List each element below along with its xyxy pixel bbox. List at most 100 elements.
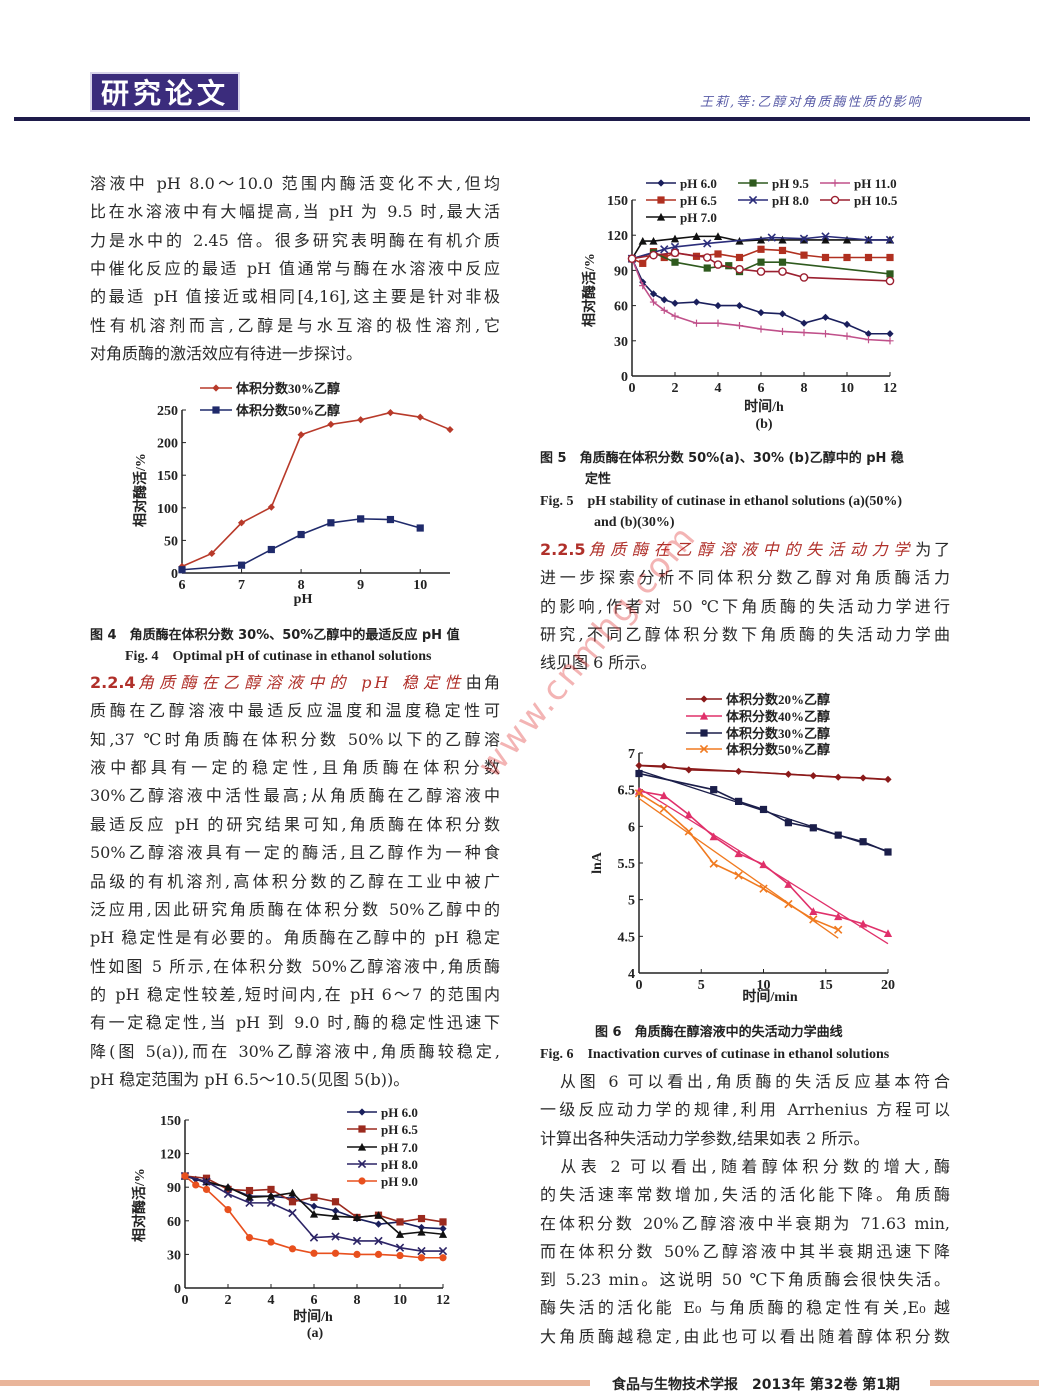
x-tick-label: 8 [801, 381, 808, 396]
data-point [660, 245, 669, 254]
data-point [266, 1198, 276, 1208]
data-point [885, 235, 895, 245]
data-point [659, 791, 668, 800]
data-point [864, 336, 873, 344]
data-point [212, 384, 220, 392]
text-line: 的最适 pH 值接近或相同[4,16],这主要是针对非极 [90, 287, 500, 307]
data-point [699, 711, 709, 720]
y-tick-label: 0 [621, 370, 628, 385]
data-point [684, 810, 693, 819]
text-line: 液中都具有一定的稳定性,且角质酶在体积分数 [90, 758, 500, 778]
legend-label: 体积分数50%乙醇 [236, 403, 340, 418]
data-point [331, 1249, 340, 1257]
text-line: 溶液中 pH 8.0～10.0 范围内酶活变化不大,但均 [90, 174, 500, 193]
series--50-: 体积分数50%乙醇 [634, 742, 843, 939]
data-point [649, 250, 658, 260]
chart-fig4: 6 7 8 9 10050100150200250相对酶活/%pH体积分数30%乙醇体积… [132, 381, 454, 607]
data-point [331, 1212, 340, 1220]
data-point [416, 524, 424, 532]
data-point [627, 254, 637, 263]
x-tick-label: 20 [881, 978, 895, 993]
fig5-caption-en: Fig. 5 pH stability of cutinase in ethan… [540, 494, 903, 509]
fig5-caption-cn-2: 定性 [585, 472, 612, 487]
y-tick-label: 4.5 [618, 930, 636, 945]
text-line: 30%乙醇溶液中活性最高;从角质酶在乙醇溶液中 [90, 786, 500, 806]
y-axis-label: lnA [590, 851, 605, 874]
data-point [800, 319, 808, 327]
data-point [386, 409, 395, 417]
data-point [713, 232, 723, 240]
data-point [288, 1245, 297, 1253]
data-point [416, 413, 424, 421]
fig4-caption-en: Fig. 4 Optimal pH of cutinase in ethanol… [125, 649, 432, 664]
text-line: 在体积分数 20%乙醇溶液中半衰期为 71.63 min, [540, 1213, 950, 1233]
data-point [713, 260, 723, 269]
data-point [656, 212, 666, 221]
data-point [659, 804, 669, 813]
x-tick-label: 4 [268, 1293, 275, 1308]
series-line [631, 235, 890, 260]
legend-label: 体积分数50%乙醇 [726, 742, 830, 757]
text-line: 2.2.5角质酶在乙醇溶液中的失活动力学为了 [540, 536, 950, 564]
trend-line [638, 765, 889, 781]
data-point [734, 871, 743, 880]
data-point [756, 235, 766, 244]
data-point [700, 729, 708, 737]
data-point [297, 431, 305, 439]
data-point [809, 824, 817, 832]
text-line: 的失活速率常数增加,失活的活化能下降。角质酶 [540, 1185, 950, 1205]
legend-label: pH 10.5 [854, 193, 898, 208]
data-point [245, 1186, 254, 1195]
text-line: 线见图 6 所示。 [540, 653, 657, 673]
data-point [395, 1243, 405, 1252]
text-line: 中催化反应的最适 pH 值通常与酶在水溶液中反应 [90, 258, 500, 278]
data-point [842, 235, 852, 244]
data-point [735, 253, 744, 262]
y-tick-label: 60 [614, 300, 628, 315]
data-point [699, 744, 709, 754]
data-point [757, 309, 765, 317]
data-point [438, 1246, 448, 1256]
data-point [809, 907, 818, 915]
data-point [438, 1230, 448, 1238]
data-point [778, 235, 787, 244]
data-point [843, 253, 851, 262]
data-point [310, 1193, 318, 1201]
text-line: 研究,不同乙醇体积分数下角质酶的失活动力学曲 [540, 624, 950, 644]
data-point [357, 416, 365, 424]
data-point [657, 196, 665, 204]
data-point [800, 328, 808, 337]
data-point [767, 233, 776, 242]
chart-subtitle: (b) [755, 417, 772, 432]
data-point [288, 1198, 297, 1206]
series--20-: 体积分数20%乙醇 [635, 692, 892, 783]
data-point [884, 848, 892, 856]
data-point [714, 319, 722, 327]
y-tick-label: 30 [614, 335, 628, 350]
data-point [358, 1108, 366, 1116]
data-point [859, 838, 867, 846]
section-number: 2.2.4 [90, 673, 136, 692]
data-point [267, 503, 275, 511]
header-rule [14, 117, 1030, 121]
data-point [374, 1236, 383, 1246]
data-point [267, 1185, 275, 1194]
fig6-caption-en: Fig. 6 Inactivation curves of cutinase i… [540, 1047, 890, 1062]
text-line: 有一定稳定性,当 pH 到 9.0 时,酶的稳定性迅速下 [90, 1013, 500, 1033]
x-tick-label: 9 [357, 578, 364, 593]
series-pH-8-0: pH 8.0 [627, 193, 895, 263]
y-tick-label: 150 [157, 469, 178, 484]
x-axis-label: 时间/min [742, 988, 797, 1005]
data-point [734, 849, 743, 858]
data-point [352, 1213, 362, 1222]
series-line [181, 518, 421, 571]
series-line [638, 792, 839, 931]
data-point [353, 1250, 361, 1258]
data-point [886, 337, 894, 345]
x-tick-label: 10 [393, 1293, 407, 1308]
legend-label: pH 6.0 [680, 176, 717, 191]
fig4-caption-cn: 图 4 角质酶在体积分数 30%、50%乙醇中的最适反应 pH 值 [90, 628, 460, 643]
data-point [671, 299, 679, 307]
text-line: 一级反应动力学的规律,利用 Arrhenius 方程可以 [540, 1100, 950, 1120]
text-line: 计算出各种失活动力学参数,结果如表 2 所示。 [540, 1128, 870, 1148]
